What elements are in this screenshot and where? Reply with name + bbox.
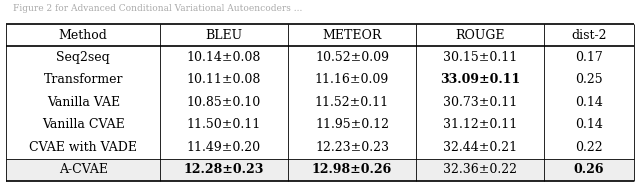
Text: BLEU: BLEU — [205, 29, 243, 42]
Text: Figure 2 for Advanced Conditional Variational Autoencoders ...: Figure 2 for Advanced Conditional Variat… — [13, 4, 302, 13]
Text: A-CVAE: A-CVAE — [59, 163, 108, 176]
Text: 32.36±0.22: 32.36±0.22 — [443, 163, 517, 176]
Text: 12.28±0.23: 12.28±0.23 — [184, 163, 264, 176]
Text: 10.52±0.09: 10.52±0.09 — [315, 51, 389, 64]
Text: 11.50±0.11: 11.50±0.11 — [187, 118, 261, 131]
Text: 11.49±0.20: 11.49±0.20 — [187, 141, 261, 154]
Text: 32.44±0.21: 32.44±0.21 — [443, 141, 517, 154]
Text: 0.17: 0.17 — [575, 51, 603, 64]
Bar — [6, 159, 634, 181]
Text: CVAE with VADE: CVAE with VADE — [29, 141, 137, 154]
Text: 12.23±0.23: 12.23±0.23 — [315, 141, 389, 154]
Text: METEOR: METEOR — [323, 29, 381, 42]
Text: ROUGE: ROUGE — [455, 29, 505, 42]
Text: 11.16±0.09: 11.16±0.09 — [315, 74, 389, 87]
Text: 10.11±0.08: 10.11±0.08 — [187, 74, 261, 87]
Text: Seq2seq: Seq2seq — [56, 51, 110, 64]
Text: 0.14: 0.14 — [575, 118, 603, 131]
Text: 11.52±0.11: 11.52±0.11 — [315, 96, 389, 109]
Text: Vanilla CVAE: Vanilla CVAE — [42, 118, 125, 131]
Text: 0.26: 0.26 — [573, 163, 604, 176]
Text: 10.14±0.08: 10.14±0.08 — [187, 51, 261, 64]
Text: Method: Method — [59, 29, 108, 42]
Text: 0.25: 0.25 — [575, 74, 603, 87]
Text: dist-2: dist-2 — [571, 29, 607, 42]
Text: 12.98±0.26: 12.98±0.26 — [312, 163, 392, 176]
Text: 30.15±0.11: 30.15±0.11 — [443, 51, 517, 64]
Text: 30.73±0.11: 30.73±0.11 — [443, 96, 517, 109]
Text: 31.12±0.11: 31.12±0.11 — [443, 118, 517, 131]
Text: 10.85±0.10: 10.85±0.10 — [187, 96, 261, 109]
Text: 33.09±0.11: 33.09±0.11 — [440, 74, 520, 87]
Text: 0.22: 0.22 — [575, 141, 603, 154]
Text: 0.14: 0.14 — [575, 96, 603, 109]
Text: 11.95±0.12: 11.95±0.12 — [315, 118, 389, 131]
Text: Vanilla VAE: Vanilla VAE — [47, 96, 120, 109]
Text: Transformer: Transformer — [44, 74, 123, 87]
